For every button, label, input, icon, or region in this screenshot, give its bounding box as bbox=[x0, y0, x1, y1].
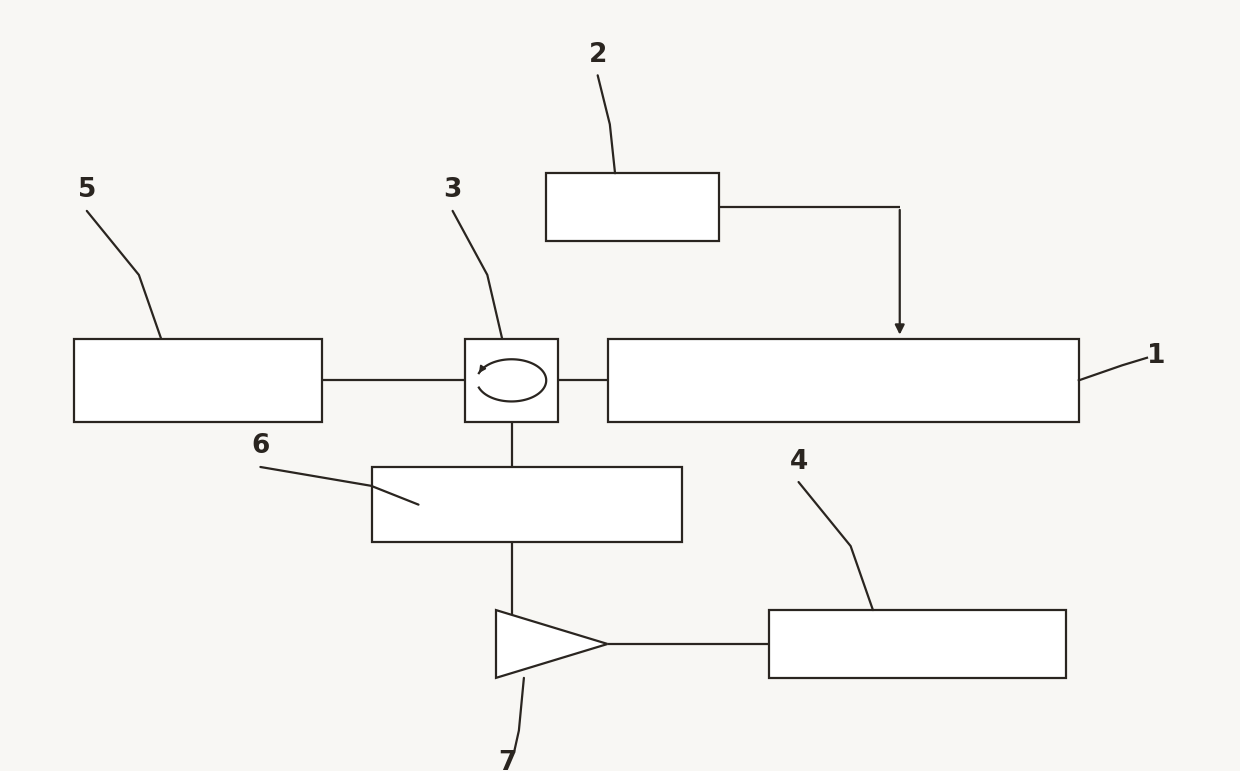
Text: 7: 7 bbox=[498, 749, 516, 771]
Bar bbox=[372, 467, 682, 542]
Text: 3: 3 bbox=[444, 177, 461, 204]
Text: 2: 2 bbox=[589, 42, 606, 68]
Bar bbox=[769, 610, 1066, 678]
Text: 4: 4 bbox=[790, 449, 807, 474]
Bar bbox=[74, 339, 322, 422]
Text: 1: 1 bbox=[1147, 342, 1166, 369]
Text: 5: 5 bbox=[78, 177, 95, 204]
Bar bbox=[546, 173, 719, 241]
Bar bbox=[608, 339, 1079, 422]
Text: 6: 6 bbox=[252, 433, 269, 460]
Polygon shape bbox=[496, 610, 608, 678]
Bar bbox=[465, 339, 558, 422]
